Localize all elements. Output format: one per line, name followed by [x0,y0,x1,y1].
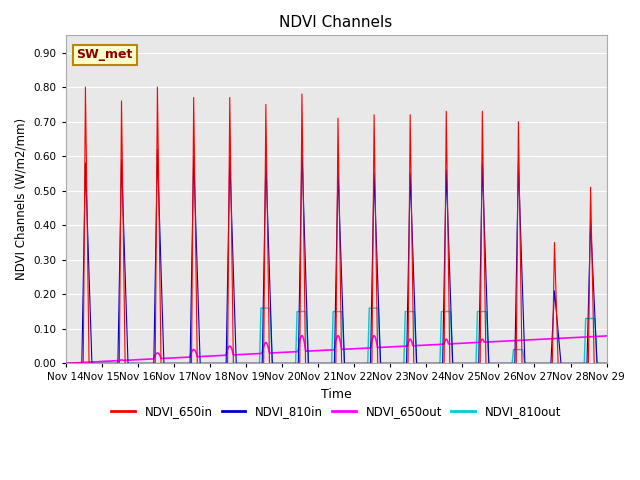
Y-axis label: NDVI Channels (W/m2/mm): NDVI Channels (W/m2/mm) [15,118,28,280]
Legend: NDVI_650in, NDVI_810in, NDVI_650out, NDVI_810out: NDVI_650in, NDVI_810in, NDVI_650out, NDV… [107,401,566,423]
X-axis label: Time: Time [321,388,351,401]
Text: SW_met: SW_met [76,48,132,61]
Title: NDVI Channels: NDVI Channels [280,15,393,30]
